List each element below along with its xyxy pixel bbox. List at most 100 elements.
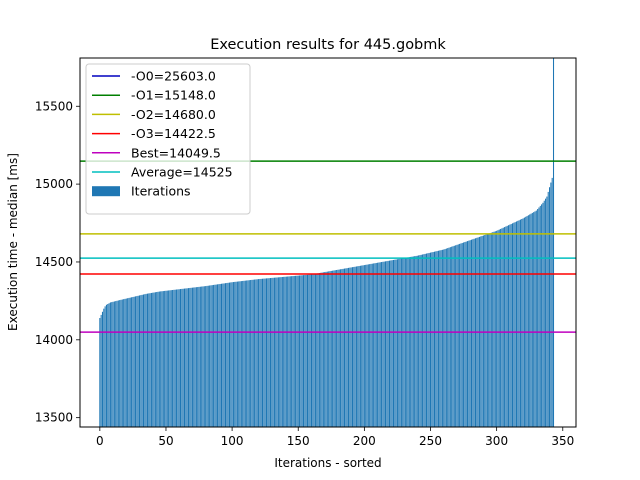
bar-iteration-114 bbox=[250, 280, 251, 432]
bar-iteration-210 bbox=[377, 263, 378, 432]
bar-iteration-72 bbox=[195, 287, 196, 432]
bar-iteration-81 bbox=[206, 286, 207, 432]
bar-iteration-257 bbox=[439, 250, 440, 432]
bar-iteration-239 bbox=[415, 256, 416, 432]
bar-iteration-129 bbox=[270, 278, 271, 432]
bar-iteration-5 bbox=[106, 305, 107, 432]
bar-iteration-12 bbox=[115, 301, 116, 432]
bar-iteration-242 bbox=[419, 255, 420, 432]
bar-iteration-241 bbox=[418, 255, 419, 432]
bar-iteration-44 bbox=[158, 292, 159, 432]
bar-iteration-79 bbox=[204, 286, 205, 432]
bar-iteration-8 bbox=[110, 302, 111, 432]
x-tick-label: 150 bbox=[287, 434, 310, 448]
bar-iteration-340 bbox=[549, 187, 550, 432]
bar-iteration-27 bbox=[135, 296, 136, 432]
bar-iteration-159 bbox=[310, 275, 311, 432]
bar-iteration-287 bbox=[479, 237, 480, 432]
x-axis-label: Iterations - sorted bbox=[274, 456, 381, 470]
bar-iteration-338 bbox=[546, 197, 547, 432]
bar-iteration-308 bbox=[507, 226, 508, 432]
bar-iteration-70 bbox=[192, 288, 193, 432]
bar-iteration-265 bbox=[450, 247, 451, 432]
bar-iteration-217 bbox=[386, 261, 387, 432]
bar-iteration-325 bbox=[529, 214, 530, 432]
bar-iteration-275 bbox=[463, 243, 464, 433]
bar-iteration-57 bbox=[175, 290, 176, 432]
bar-iteration-199 bbox=[363, 265, 364, 432]
bar-iteration-89 bbox=[217, 284, 218, 432]
bar-iteration-185 bbox=[344, 269, 345, 432]
bar-iteration-68 bbox=[189, 288, 190, 432]
bar-iteration-227 bbox=[400, 259, 401, 432]
bar-iteration-80 bbox=[205, 286, 206, 432]
bar-iteration-263 bbox=[447, 248, 448, 432]
bar-iteration-109 bbox=[243, 281, 244, 432]
bar-iteration-230 bbox=[404, 258, 405, 432]
bar-iteration-146 bbox=[292, 276, 293, 432]
bar-iteration-132 bbox=[274, 278, 275, 432]
x-tick-label: 250 bbox=[419, 434, 442, 448]
bar-iteration-131 bbox=[273, 278, 274, 432]
bar-iteration-96 bbox=[226, 283, 227, 432]
bar-iteration-339 bbox=[548, 192, 549, 432]
bar-iteration-191 bbox=[352, 267, 353, 432]
bar-iteration-152 bbox=[300, 275, 301, 432]
bar-iteration-229 bbox=[402, 258, 403, 432]
bar-iteration-124 bbox=[263, 279, 264, 432]
bar-iteration-87 bbox=[214, 285, 215, 432]
bar-iteration-169 bbox=[323, 272, 324, 432]
bar-iteration-173 bbox=[328, 271, 329, 432]
bar-iteration-54 bbox=[171, 290, 172, 432]
bar-iteration-39 bbox=[151, 293, 152, 432]
bar-iteration-150 bbox=[298, 276, 299, 432]
bar-iteration-261 bbox=[445, 249, 446, 432]
bar-iteration-271 bbox=[458, 244, 459, 432]
bar-iteration-183 bbox=[341, 269, 342, 432]
y-tick-label: 13500 bbox=[35, 411, 73, 425]
bar-iteration-73 bbox=[196, 287, 197, 432]
bar-iteration-193 bbox=[355, 267, 356, 432]
bar-iteration-319 bbox=[521, 219, 522, 432]
bar-iteration-17 bbox=[122, 299, 123, 432]
chart-title: Execution results for 445.gobmk bbox=[210, 37, 446, 53]
bar-iteration-316 bbox=[517, 221, 518, 432]
bar-iteration-214 bbox=[382, 262, 383, 432]
bar-iteration-106 bbox=[240, 281, 241, 432]
bar-iteration-195 bbox=[357, 266, 358, 432]
bar-iteration-47 bbox=[161, 291, 162, 432]
bar-iteration-194 bbox=[356, 266, 357, 432]
bar-iteration-307 bbox=[505, 226, 506, 432]
bar-iteration-125 bbox=[265, 279, 266, 432]
bar-iteration-134 bbox=[277, 277, 278, 432]
bar-iteration-94 bbox=[224, 283, 225, 432]
bar-iteration-21 bbox=[127, 298, 128, 432]
bar-iteration-19 bbox=[124, 299, 125, 432]
bar-iteration-177 bbox=[333, 270, 334, 432]
bar-iteration-163 bbox=[315, 274, 316, 432]
bar-iteration-161 bbox=[312, 274, 313, 432]
bar-iteration-52 bbox=[168, 290, 169, 432]
bar-iteration-205 bbox=[370, 264, 371, 432]
bar-iteration-32 bbox=[142, 295, 143, 432]
x-tick-label: 300 bbox=[485, 434, 508, 448]
bar-iteration-184 bbox=[343, 269, 344, 432]
bar-iteration-113 bbox=[249, 280, 250, 432]
bar-iteration-231 bbox=[405, 258, 406, 432]
bar-iteration-147 bbox=[294, 276, 295, 432]
bar-iteration-243 bbox=[421, 255, 422, 432]
bar-iteration-153 bbox=[302, 275, 303, 432]
bar-iteration-220 bbox=[390, 260, 391, 432]
bar-iteration-190 bbox=[351, 267, 352, 432]
bar-iteration-75 bbox=[199, 287, 200, 432]
bar-iteration-98 bbox=[229, 283, 230, 432]
bar-iteration-270 bbox=[456, 245, 457, 432]
bar-iteration-342 bbox=[552, 178, 553, 432]
bar-iteration-31 bbox=[140, 295, 141, 432]
bar-iteration-126 bbox=[266, 278, 267, 432]
bar-iteration-209 bbox=[376, 263, 377, 432]
bar-iteration-104 bbox=[237, 282, 238, 432]
bar-iteration-281 bbox=[471, 240, 472, 432]
bar-iteration-258 bbox=[441, 250, 442, 432]
